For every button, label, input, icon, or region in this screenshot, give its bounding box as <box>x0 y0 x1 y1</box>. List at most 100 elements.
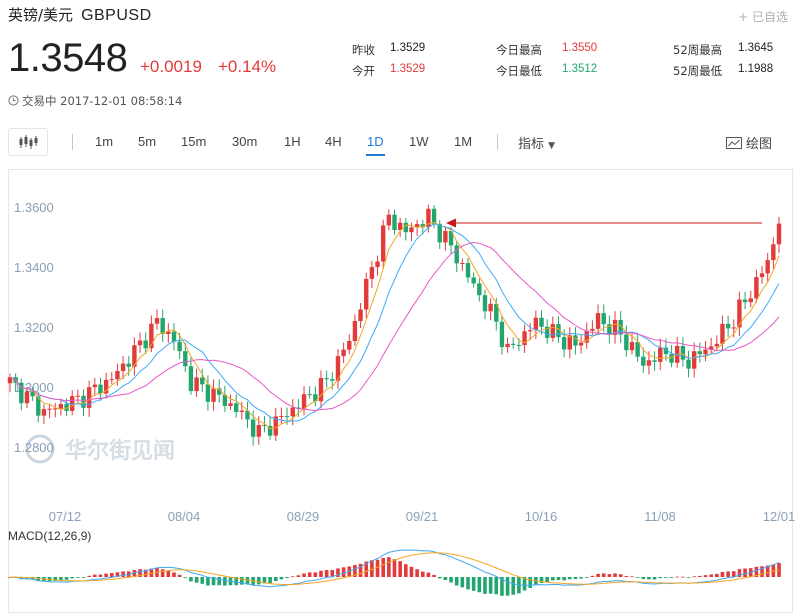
macd-histogram-bar <box>387 557 391 577</box>
stat-value-open: 1.3529 <box>390 63 426 75</box>
stat-label-prev-close: 昨收 <box>352 43 375 57</box>
macd-histogram-bar <box>172 572 176 577</box>
macd-histogram-bar <box>245 577 250 585</box>
candle-body <box>256 424 261 437</box>
x-tick-label: 12/01 <box>763 509 796 524</box>
candle-body <box>454 245 459 264</box>
macd-histogram-bar <box>443 577 448 581</box>
tab-1d[interactable]: 1D <box>367 134 384 149</box>
macd-dea-line <box>9 552 780 585</box>
candle-body <box>522 331 527 346</box>
candle-body <box>279 416 284 418</box>
macd-histogram-bar <box>477 577 482 593</box>
macd-histogram-bar <box>358 563 363 577</box>
macd-histogram-bar <box>432 574 436 577</box>
candle-body <box>578 342 584 346</box>
macd-histogram-bar <box>454 577 459 586</box>
candle-body <box>36 396 41 416</box>
macd-histogram-bar <box>754 566 759 577</box>
current-price: 1.3548 <box>8 36 128 80</box>
macd-histogram-bar <box>567 577 572 580</box>
instrument-name: 英镑/美元 <box>8 6 74 24</box>
favorite-label: 已自选 <box>751 10 788 24</box>
chart-type-button[interactable] <box>8 128 48 156</box>
clock-icon <box>8 95 19 106</box>
candle-body <box>629 342 635 351</box>
macd-histogram-bar <box>528 577 533 588</box>
macd-histogram-bar <box>160 569 165 577</box>
tab-1mo[interactable]: 1M <box>454 134 473 149</box>
macd-histogram-bar <box>240 577 244 585</box>
candle-body <box>573 335 578 346</box>
chart-container[interactable] <box>8 169 793 613</box>
x-tick-label: 08/04 <box>168 509 201 524</box>
draw-button[interactable]: 绘图 <box>726 133 772 152</box>
macd-histogram-bar <box>731 571 736 577</box>
candle-body <box>222 394 228 406</box>
tab-1w[interactable]: 1W <box>409 134 429 149</box>
candle-body <box>641 356 646 366</box>
tab-1m[interactable]: 1m <box>95 134 114 149</box>
candle-body <box>335 356 341 381</box>
macd-histogram-bar <box>307 572 312 577</box>
candle-body <box>539 317 544 327</box>
stat-label-52w-low: 52周最低 <box>673 64 723 78</box>
candle-body <box>720 323 725 344</box>
y-tick-label: 1.3000 <box>14 380 54 395</box>
candle-body <box>561 337 567 350</box>
candle-body <box>754 277 759 299</box>
candle-body <box>103 379 109 394</box>
plus-icon: + <box>738 10 749 24</box>
candle-body <box>601 313 606 325</box>
macd-label: MACD(12,26,9) <box>8 529 91 543</box>
candle-body <box>92 384 98 388</box>
macd-histogram-bar <box>488 577 493 594</box>
macd-histogram-bar <box>183 577 188 578</box>
stat-value-prev-close: 1.3529 <box>390 42 426 54</box>
macd-histogram-bar <box>121 571 125 577</box>
macd-histogram-bar <box>234 577 238 586</box>
tab-5m[interactable]: 5m <box>138 134 157 149</box>
macd-histogram-bar <box>539 577 544 583</box>
macd-histogram-bar <box>53 577 58 581</box>
candle-body <box>7 377 13 384</box>
macd-histogram-bar <box>104 573 108 577</box>
watermark: 华尔街见闻 <box>25 434 175 464</box>
candle-body <box>612 319 618 335</box>
candle-body <box>262 424 267 426</box>
candle-body <box>239 410 245 413</box>
candle-body <box>680 345 686 360</box>
status-timestamp: 2017-12-01 08:58:14 <box>60 94 183 108</box>
candle-body <box>109 379 114 381</box>
candle-body <box>595 313 601 329</box>
macd-histogram-bar <box>777 563 781 577</box>
indicator-label: 指标 <box>518 137 545 152</box>
draw-chart-icon <box>726 137 742 149</box>
stat-label-open: 今开 <box>352 64 375 78</box>
active-tab-underline <box>366 154 385 156</box>
ma-long-line <box>9 241 780 412</box>
tab-15m[interactable]: 15m <box>181 134 207 149</box>
macd-histogram-bar <box>268 577 272 584</box>
macd-histogram-bar <box>256 577 261 585</box>
macd-histogram-bar <box>296 575 301 577</box>
tab-1h[interactable]: 1H <box>284 134 301 149</box>
macd-histogram-bar <box>409 566 414 577</box>
x-tick-label: 08/29 <box>287 509 320 524</box>
macd-histogram-bar <box>471 577 476 591</box>
stat-label-52w-high: 52周最高 <box>673 43 723 57</box>
favorite-button[interactable]: + 已自选 <box>738 8 788 25</box>
candle-body <box>211 388 216 402</box>
toolbar-divider <box>497 134 498 150</box>
macd-histogram-bar <box>211 577 216 586</box>
macd-histogram-bar <box>70 577 74 579</box>
candle-body <box>86 387 92 408</box>
macd-histogram-bar <box>189 577 193 582</box>
indicator-dropdown[interactable]: 指标 ▼ <box>518 133 555 152</box>
candle-body <box>742 299 748 303</box>
tab-30m[interactable]: 30m <box>232 134 258 149</box>
tab-4h[interactable]: 4H <box>325 134 342 149</box>
macd-histogram-bar <box>302 573 306 577</box>
macd-dif-line <box>9 549 780 588</box>
